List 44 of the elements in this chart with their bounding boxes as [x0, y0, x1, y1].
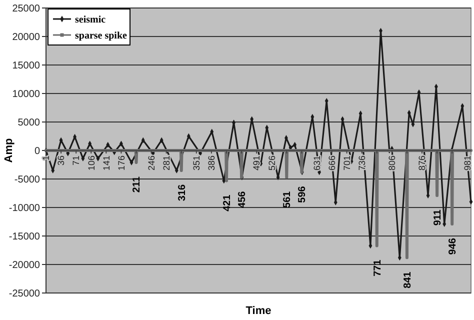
y-tick-label: -15000 [8, 232, 40, 242]
y-tick-label: -20000 [8, 260, 40, 271]
x-tick-label: 71 [71, 156, 82, 166]
x-tick-label: 351 [192, 156, 202, 171]
annotation: 771 [372, 259, 384, 276]
y-axis-title: Amp [3, 138, 15, 163]
x-tick-label: 526 [266, 156, 277, 171]
x-tick-label: 876 [417, 156, 428, 171]
x-tick-label: 141 [101, 156, 112, 171]
annotation: 596 [297, 186, 308, 203]
y-tick-label: 25000 [12, 4, 40, 14]
annotation: 561 [282, 190, 294, 208]
annotation: 841 [402, 271, 414, 288]
x-tick-label: 736 [357, 156, 367, 171]
legend-label: sparse spike [75, 30, 128, 42]
x-tick-label: 666 [326, 156, 337, 171]
annotation: 211 [132, 176, 143, 193]
x-axis-title: Time [246, 305, 272, 317]
x-tick-label: 491 [252, 156, 262, 171]
x-tick-label: 176 [116, 156, 126, 171]
legend-label: seismic [75, 14, 106, 26]
x-tick-label: 701 [342, 156, 352, 171]
x-tick-label: 246 [146, 156, 156, 171]
x-tick-label: 386 [206, 156, 217, 171]
x-tick-label: 981 [462, 156, 472, 171]
annotation: 946 [448, 238, 459, 255]
y-tick-label: 20000 [12, 32, 40, 43]
x-tick-label: 106 [86, 156, 96, 171]
x-tick-label: 36 [56, 156, 66, 166]
y-tick-label: -25000 [8, 288, 40, 300]
x-tick-label: 806 [387, 156, 398, 171]
y-tick-label: -10000 [8, 203, 40, 214]
y-tick-label: 15000 [12, 60, 40, 72]
annotation: 421 [222, 194, 233, 212]
x-tick-label: 1 [41, 156, 52, 161]
annotation: 456 [237, 190, 248, 208]
annotation: 911 [432, 209, 444, 226]
y-tick-label: -5000 [14, 174, 40, 186]
x-tick-label: 281 [161, 156, 172, 171]
y-tick-label: 10000 [12, 89, 40, 100]
y-tick-label: 5000 [18, 118, 40, 128]
x-tick-label: 631 [312, 156, 322, 171]
annotation: 316 [176, 184, 188, 202]
y-tick-label: 0 [34, 146, 40, 157]
